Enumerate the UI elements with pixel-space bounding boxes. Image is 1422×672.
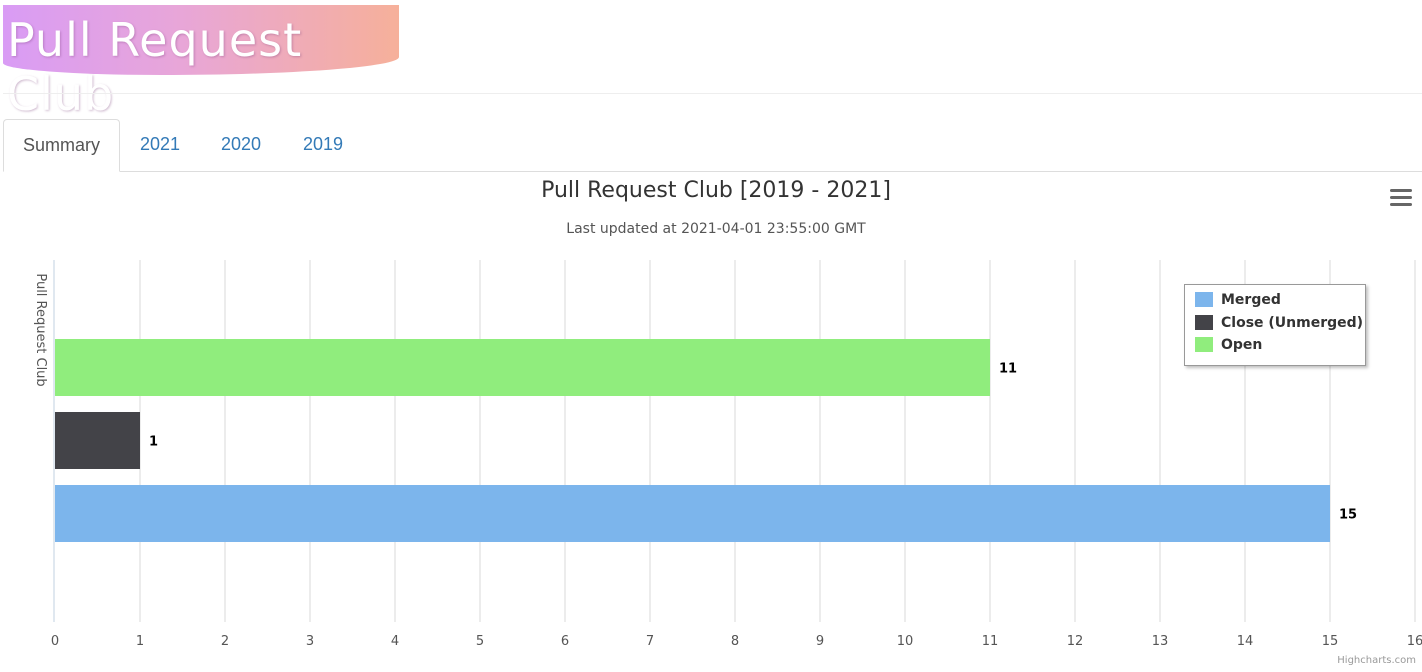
tab-2021[interactable]: 2021: [140, 134, 181, 154]
x-tick-label: 12: [1067, 634, 1084, 649]
x-tick-label: 2: [221, 634, 229, 649]
x-tick-label: 13: [1152, 634, 1169, 649]
x-tick-label: 5: [476, 634, 484, 649]
data-label: 15: [1339, 508, 1357, 523]
bar-close-unmerged: [55, 412, 140, 469]
x-tick-label: 8: [731, 634, 739, 649]
bar-open: [55, 339, 990, 396]
x-tick-label: 1: [136, 634, 144, 649]
legend-label-closed: Close (Unmerged): [1221, 315, 1364, 331]
x-tick-label: 4: [391, 634, 399, 649]
y-axis-title: Pull Request Club: [33, 273, 48, 386]
chart-legend: Merged Close (Unmerged) Open: [1184, 284, 1366, 366]
tab-2020[interactable]: 2020: [221, 134, 262, 154]
x-tick-label: 10: [897, 634, 914, 649]
chart-menu-icon[interactable]: [1390, 189, 1412, 207]
credits-link[interactable]: Highcharts.com: [1337, 655, 1416, 666]
logo-text: Pull Request Club: [7, 13, 303, 121]
x-tick-label: 7: [646, 634, 654, 649]
legend-item-closed[interactable]: Close (Unmerged): [1195, 314, 1363, 334]
x-tick-label: 15: [1322, 634, 1339, 649]
chart-subtitle: Last updated at 2021-04-01 23:55:00 GMT: [566, 221, 866, 237]
legend-label-open: Open: [1221, 337, 1263, 353]
legend-item-open[interactable]: Open: [1195, 336, 1262, 356]
x-tick-label: 3: [306, 634, 314, 649]
data-label: 1: [149, 435, 158, 450]
tab-2019[interactable]: 2019: [303, 134, 344, 154]
x-tick-label: 6: [561, 634, 569, 649]
chart-title: Pull Request Club [2019 - 2021]: [541, 178, 891, 203]
x-tick-label: 16: [1407, 634, 1422, 649]
bar-merged: [55, 485, 1330, 542]
tab-bar: Summary 2021 2020 2019: [3, 119, 1422, 172]
x-tick-label: 11: [982, 634, 999, 649]
x-tick-label: 9: [816, 634, 824, 649]
legend-swatch-merged: [1195, 292, 1213, 307]
logo[interactable]: Pull Request Club: [3, 5, 399, 121]
header-divider: [3, 93, 1422, 94]
x-tick-label: 14: [1237, 634, 1254, 649]
legend-label-merged: Merged: [1221, 292, 1281, 308]
data-label: 11: [999, 362, 1017, 377]
legend-item-merged[interactable]: Merged: [1195, 291, 1281, 311]
legend-swatch-closed: [1195, 315, 1213, 330]
x-tick-label: 0: [51, 634, 59, 649]
legend-swatch-open: [1195, 337, 1213, 352]
tab-summary[interactable]: Summary: [3, 119, 121, 172]
